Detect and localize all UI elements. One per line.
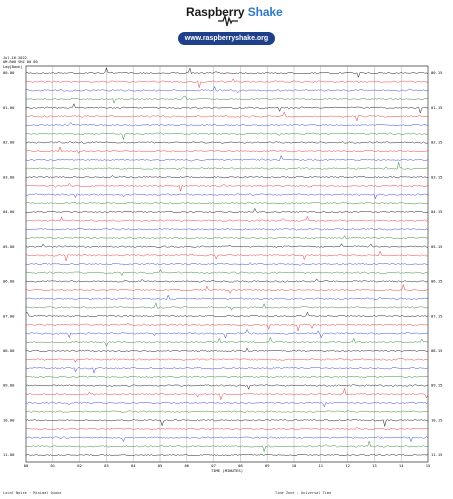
seismic-trace [25, 175, 429, 179]
x-tick-label: 02 [77, 463, 82, 468]
seismic-trace [25, 250, 429, 262]
seismic-trace [25, 357, 429, 363]
seismic-trace [25, 375, 429, 378]
hour-label-right: 04.15 [431, 209, 442, 214]
hour-label-right: 09.15 [431, 383, 442, 388]
station-meta: Jul-16-2022 AM.R00 SHZ 00 00 Leg[Bank] [3, 56, 38, 69]
website-link[interactable]: www.raspberryshake.org [178, 32, 275, 45]
seismic-trace [25, 192, 429, 200]
hour-label-left: 05.00 [3, 244, 15, 249]
seismic-trace [25, 262, 429, 266]
helicorder-plot: 00.00 01.00 02.00 03.00 04.00 05.00 06.00 07.00… [3, 65, 442, 473]
seismic-trace [25, 103, 429, 114]
x-tick-label: 13 [372, 463, 377, 468]
seismic-trace [25, 419, 429, 427]
seismic-trace [25, 436, 429, 443]
x-tick-label: 00 [24, 463, 29, 468]
seismic-trace [25, 95, 429, 104]
hour-label-right: 05.15 [431, 244, 442, 249]
seismic-trace [25, 111, 429, 122]
footer-left: Local Noise · Minimal Quake [3, 491, 62, 495]
hour-label-left: 03.00 [3, 174, 15, 179]
seismic-trace [25, 387, 429, 401]
x-tick-label: 11 [319, 463, 324, 468]
hour-label-right: 07.15 [431, 313, 442, 318]
seismic-trace [25, 401, 429, 408]
seismic-trace [25, 384, 429, 390]
seismic-trace [25, 141, 429, 145]
hour-label-right: 02.15 [431, 140, 442, 145]
x-tick-label: 09 [265, 463, 270, 468]
seismic-trace [25, 283, 429, 294]
hour-label-left: 07.00 [3, 313, 15, 318]
seismic-trace [25, 132, 429, 141]
x-tick-label: 10 [292, 463, 297, 468]
x-tick-label: 04 [131, 463, 136, 468]
seismic-trace [25, 182, 429, 193]
x-tick-label: 07 [211, 463, 216, 468]
seismic-trace [25, 302, 429, 311]
hour-label-right: 01.15 [431, 105, 442, 110]
x-tick-label: 05 [158, 463, 163, 468]
seismic-trace [25, 367, 429, 374]
seismic-trace [25, 67, 429, 78]
seismic-trace [25, 347, 429, 352]
hour-label-left: 00.00 [3, 70, 15, 75]
seismic-trace [25, 453, 429, 457]
seismic-trace [25, 243, 429, 248]
x-tick-label: 08 [238, 463, 243, 468]
seismic-trace [25, 227, 429, 231]
seismic-trace [25, 146, 429, 154]
x-tick-label: 01 [51, 463, 56, 468]
footer-right: Time Zone : Universal Time [275, 491, 332, 495]
hour-label-left: 08.00 [3, 348, 15, 353]
seismic-trace [25, 311, 429, 318]
seismic-trace [25, 322, 429, 332]
hour-label-left: 04.00 [3, 209, 15, 214]
meta-station: AM.R00 SHZ 00 00 [3, 60, 38, 65]
hour-label-right: 03.15 [431, 174, 442, 179]
seismic-trace [25, 202, 429, 205]
seismic-trace [25, 78, 429, 88]
hour-label-left: 09.00 [3, 383, 15, 388]
brand-title: Raspberry Shake [186, 5, 283, 19]
seismic-trace [25, 426, 429, 430]
hour-label-right: 06.15 [431, 279, 442, 284]
seismic-trace [25, 278, 429, 283]
x-tick-label: 14 [399, 463, 404, 468]
meta-filter: Leg[Bank] [3, 64, 23, 69]
x-tick-label: 15 [426, 463, 431, 468]
hour-label-right: 08.15 [431, 348, 442, 353]
seismic-trace [25, 329, 429, 339]
seismic-trace [25, 122, 429, 127]
seismic-trace [25, 235, 429, 240]
header: Raspberry Shake www.raspberryshake.org [0, 0, 453, 50]
seismic-trace [25, 215, 429, 222]
hour-label-left: 11.00 [3, 452, 15, 457]
seismic-trace [25, 440, 429, 453]
hour-label-right: 11.15 [431, 452, 442, 457]
seismic-trace [25, 207, 429, 213]
x-axis-title: TIME (MINUTES) [211, 468, 243, 473]
hour-label-right: 00.15 [431, 70, 442, 75]
brand-primary: Raspberry [186, 5, 245, 19]
seismic-trace [25, 154, 429, 162]
seismic-trace [25, 269, 429, 277]
hour-label-right: 10.15 [431, 417, 442, 422]
seismic-trace [25, 410, 429, 413]
seismic-trace [25, 336, 429, 347]
hour-label-left: 02.00 [3, 140, 15, 145]
x-tick-label: 12 [345, 463, 350, 468]
brand-accent: Shake [247, 5, 283, 19]
hour-label-left: 06.00 [3, 279, 15, 284]
seismograph-logo-icon [218, 14, 238, 27]
x-tick-label: 06 [185, 463, 190, 468]
seismic-trace [25, 162, 429, 171]
x-tick-label: 03 [104, 463, 109, 468]
seismic-trace [25, 85, 429, 93]
hour-label-left: 01.00 [3, 105, 15, 110]
meta-date: Jul-16-2022 [3, 56, 27, 60]
hour-label-left: 10.00 [3, 417, 15, 422]
seismic-trace [25, 294, 429, 301]
